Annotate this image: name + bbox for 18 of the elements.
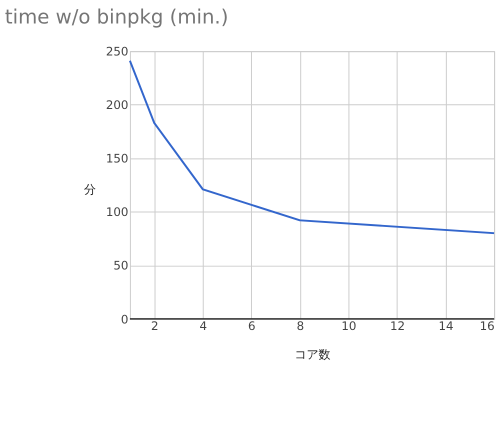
x-tick-label: 14 — [438, 319, 454, 334]
y-tick-label: 50 — [113, 258, 128, 273]
y-tick-label: 200 — [106, 98, 128, 112]
line-series — [128, 60, 496, 234]
x-tick-label: 12 — [390, 319, 405, 334]
x-tick-label: 4 — [199, 319, 208, 334]
y-axis-title: 分 — [84, 182, 96, 196]
y-tick-label: 150 — [106, 152, 128, 166]
y-tick-label: 100 — [106, 205, 128, 220]
y-tick-label: 250 — [106, 44, 128, 59]
x-tick-label: 16 — [480, 319, 495, 334]
x-tick-label: 2 — [150, 319, 158, 334]
x-axis-title: コア数 — [294, 348, 330, 362]
x-tick-label: 10 — [341, 319, 356, 334]
x-tick-label: 8 — [296, 319, 304, 334]
chart-title: time w/o binpkg (min.) — [4, 6, 228, 29]
x-tick-label: 6 — [248, 319, 256, 334]
y-tick-label: 0 — [120, 312, 128, 326]
